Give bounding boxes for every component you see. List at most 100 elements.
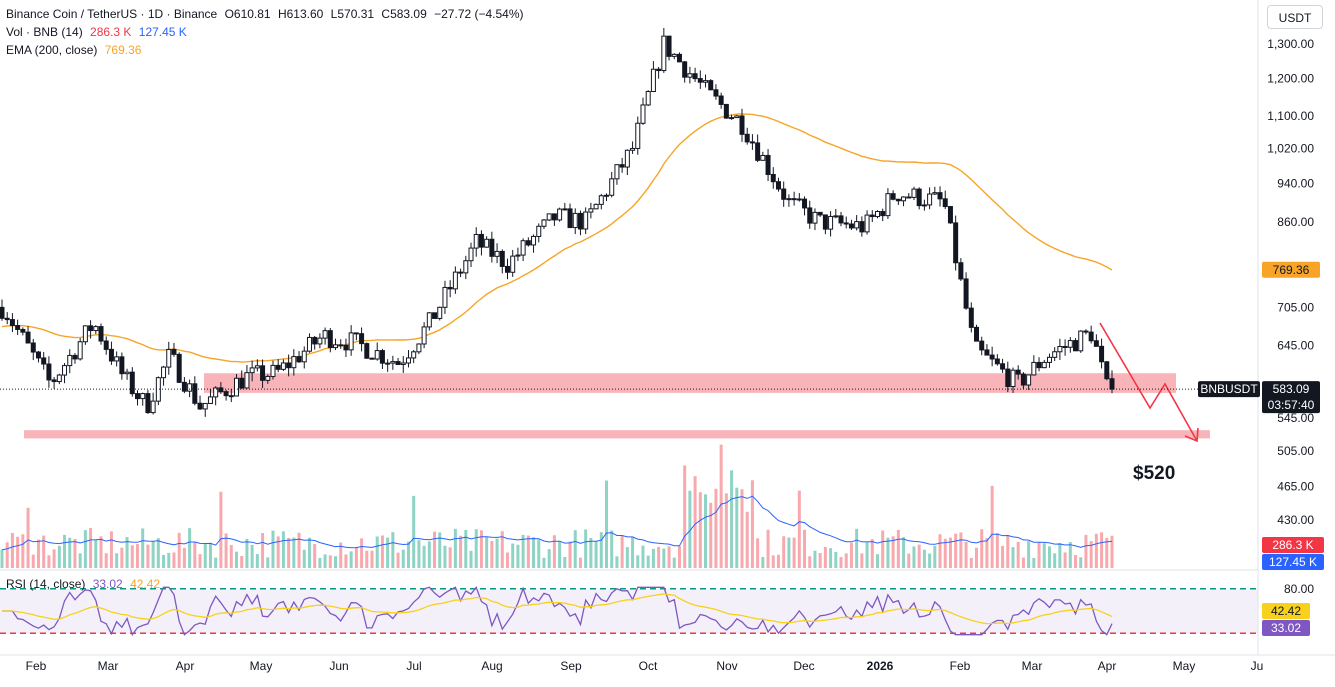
volume-bar bbox=[115, 553, 119, 568]
time-tick-label: Apr bbox=[176, 659, 195, 673]
rsi-label[interactable]: RSI (14, close) bbox=[6, 577, 86, 591]
candle-body bbox=[176, 353, 182, 383]
volume-bar bbox=[532, 537, 536, 568]
volume-bar bbox=[735, 487, 739, 568]
time-tick-label: Apr bbox=[1098, 659, 1117, 673]
candle-body bbox=[937, 192, 943, 200]
volume-bar bbox=[578, 557, 582, 568]
candle-body bbox=[671, 53, 677, 57]
volume-bar bbox=[281, 531, 285, 568]
volume-bar bbox=[365, 550, 369, 568]
volume-bar bbox=[547, 549, 551, 568]
symbol-title[interactable]: Binance Coin / TetherUS · 1D · Binance bbox=[6, 7, 218, 21]
candle-body bbox=[119, 356, 125, 375]
ema-label[interactable]: EMA (200, close) bbox=[6, 43, 98, 57]
volume-bar bbox=[849, 542, 853, 568]
volume-bar bbox=[47, 555, 51, 568]
volume-bar bbox=[36, 539, 40, 568]
candle-body bbox=[536, 225, 542, 237]
candle-body bbox=[1088, 331, 1094, 342]
candle-body bbox=[359, 333, 365, 345]
rsi-pane bbox=[0, 585, 1258, 637]
ema-price-badge: 769.36 bbox=[1273, 263, 1310, 277]
volume-bar bbox=[521, 534, 525, 568]
volume-bar bbox=[943, 538, 947, 568]
candle-body bbox=[223, 391, 229, 397]
rsi-line bbox=[2, 585, 1113, 637]
candle-body bbox=[786, 198, 792, 201]
candle-body bbox=[1052, 351, 1058, 358]
rsi-tick-label: 80.00 bbox=[1284, 582, 1314, 596]
candle-body bbox=[854, 221, 860, 229]
candle-body bbox=[817, 211, 823, 216]
time-tick-label: Dec bbox=[793, 659, 814, 673]
candle-body bbox=[353, 332, 359, 335]
volume-bar bbox=[370, 550, 374, 568]
volume-bar bbox=[490, 540, 494, 568]
time-tick-label: Sep bbox=[560, 659, 582, 673]
candle-body bbox=[583, 211, 589, 230]
volume-bar bbox=[360, 538, 364, 568]
candle-body bbox=[270, 364, 276, 377]
candle-body bbox=[807, 207, 813, 224]
candle-body bbox=[150, 400, 156, 414]
volume-bar bbox=[714, 488, 718, 568]
candle-body bbox=[760, 154, 766, 161]
candle-body bbox=[228, 395, 234, 398]
volume-bar bbox=[672, 557, 676, 568]
candle-body bbox=[979, 340, 985, 351]
candle-body bbox=[296, 356, 302, 363]
volume-bar bbox=[667, 546, 671, 568]
candle-body bbox=[207, 396, 213, 404]
projection-arrow-line bbox=[1099, 322, 1198, 442]
volume-bar bbox=[740, 489, 744, 568]
volume-bar bbox=[756, 538, 760, 568]
time-tick-label: Aug bbox=[481, 659, 502, 673]
time-tick-label: Jun bbox=[329, 659, 348, 673]
volume-bar bbox=[683, 465, 687, 568]
volume-bar bbox=[42, 535, 46, 568]
volume-bar bbox=[427, 541, 431, 568]
volume-bar bbox=[1006, 534, 1010, 568]
candle-body bbox=[317, 337, 323, 345]
ohlc-high: H613.60 bbox=[277, 7, 324, 21]
volume-bar bbox=[688, 490, 692, 568]
candle-body bbox=[364, 343, 370, 359]
candle-body bbox=[1005, 368, 1011, 387]
volume-bar bbox=[558, 541, 562, 568]
rsi-badge-1: 42.42 bbox=[1271, 604, 1301, 618]
support-zone-upper bbox=[204, 373, 1176, 393]
volume-bar bbox=[162, 554, 166, 568]
volume-bar bbox=[240, 555, 244, 568]
ohlc-open: O610.81 bbox=[224, 7, 271, 21]
candle-body bbox=[874, 210, 880, 218]
candle-body bbox=[843, 222, 849, 225]
volume-bar bbox=[912, 546, 916, 568]
volume-bar bbox=[620, 535, 624, 568]
candle-body bbox=[630, 147, 636, 151]
candle-body bbox=[432, 312, 438, 319]
candle-body bbox=[291, 356, 297, 369]
volume-bar bbox=[975, 547, 979, 568]
candle-body bbox=[374, 350, 380, 360]
volume-bar bbox=[542, 557, 546, 568]
candle-body bbox=[1046, 356, 1052, 363]
volume-bar bbox=[146, 544, 150, 568]
candle-body bbox=[729, 117, 735, 120]
volume-label[interactable]: Vol · BNB (14) bbox=[6, 25, 83, 39]
candle-body bbox=[400, 362, 406, 365]
currency-button[interactable]: USDT bbox=[1267, 5, 1323, 29]
candle-body bbox=[890, 193, 896, 200]
candle-body bbox=[494, 250, 500, 257]
volume-bar bbox=[21, 534, 25, 568]
candle-body bbox=[1073, 340, 1079, 352]
volume-bar bbox=[125, 537, 129, 568]
volume-bar bbox=[584, 529, 588, 568]
candle-body bbox=[197, 402, 203, 410]
volume-bar bbox=[235, 551, 239, 568]
volume-bar bbox=[980, 529, 984, 568]
candle-body bbox=[927, 193, 933, 206]
price-tick-label: 1,300.00 bbox=[1267, 37, 1314, 51]
